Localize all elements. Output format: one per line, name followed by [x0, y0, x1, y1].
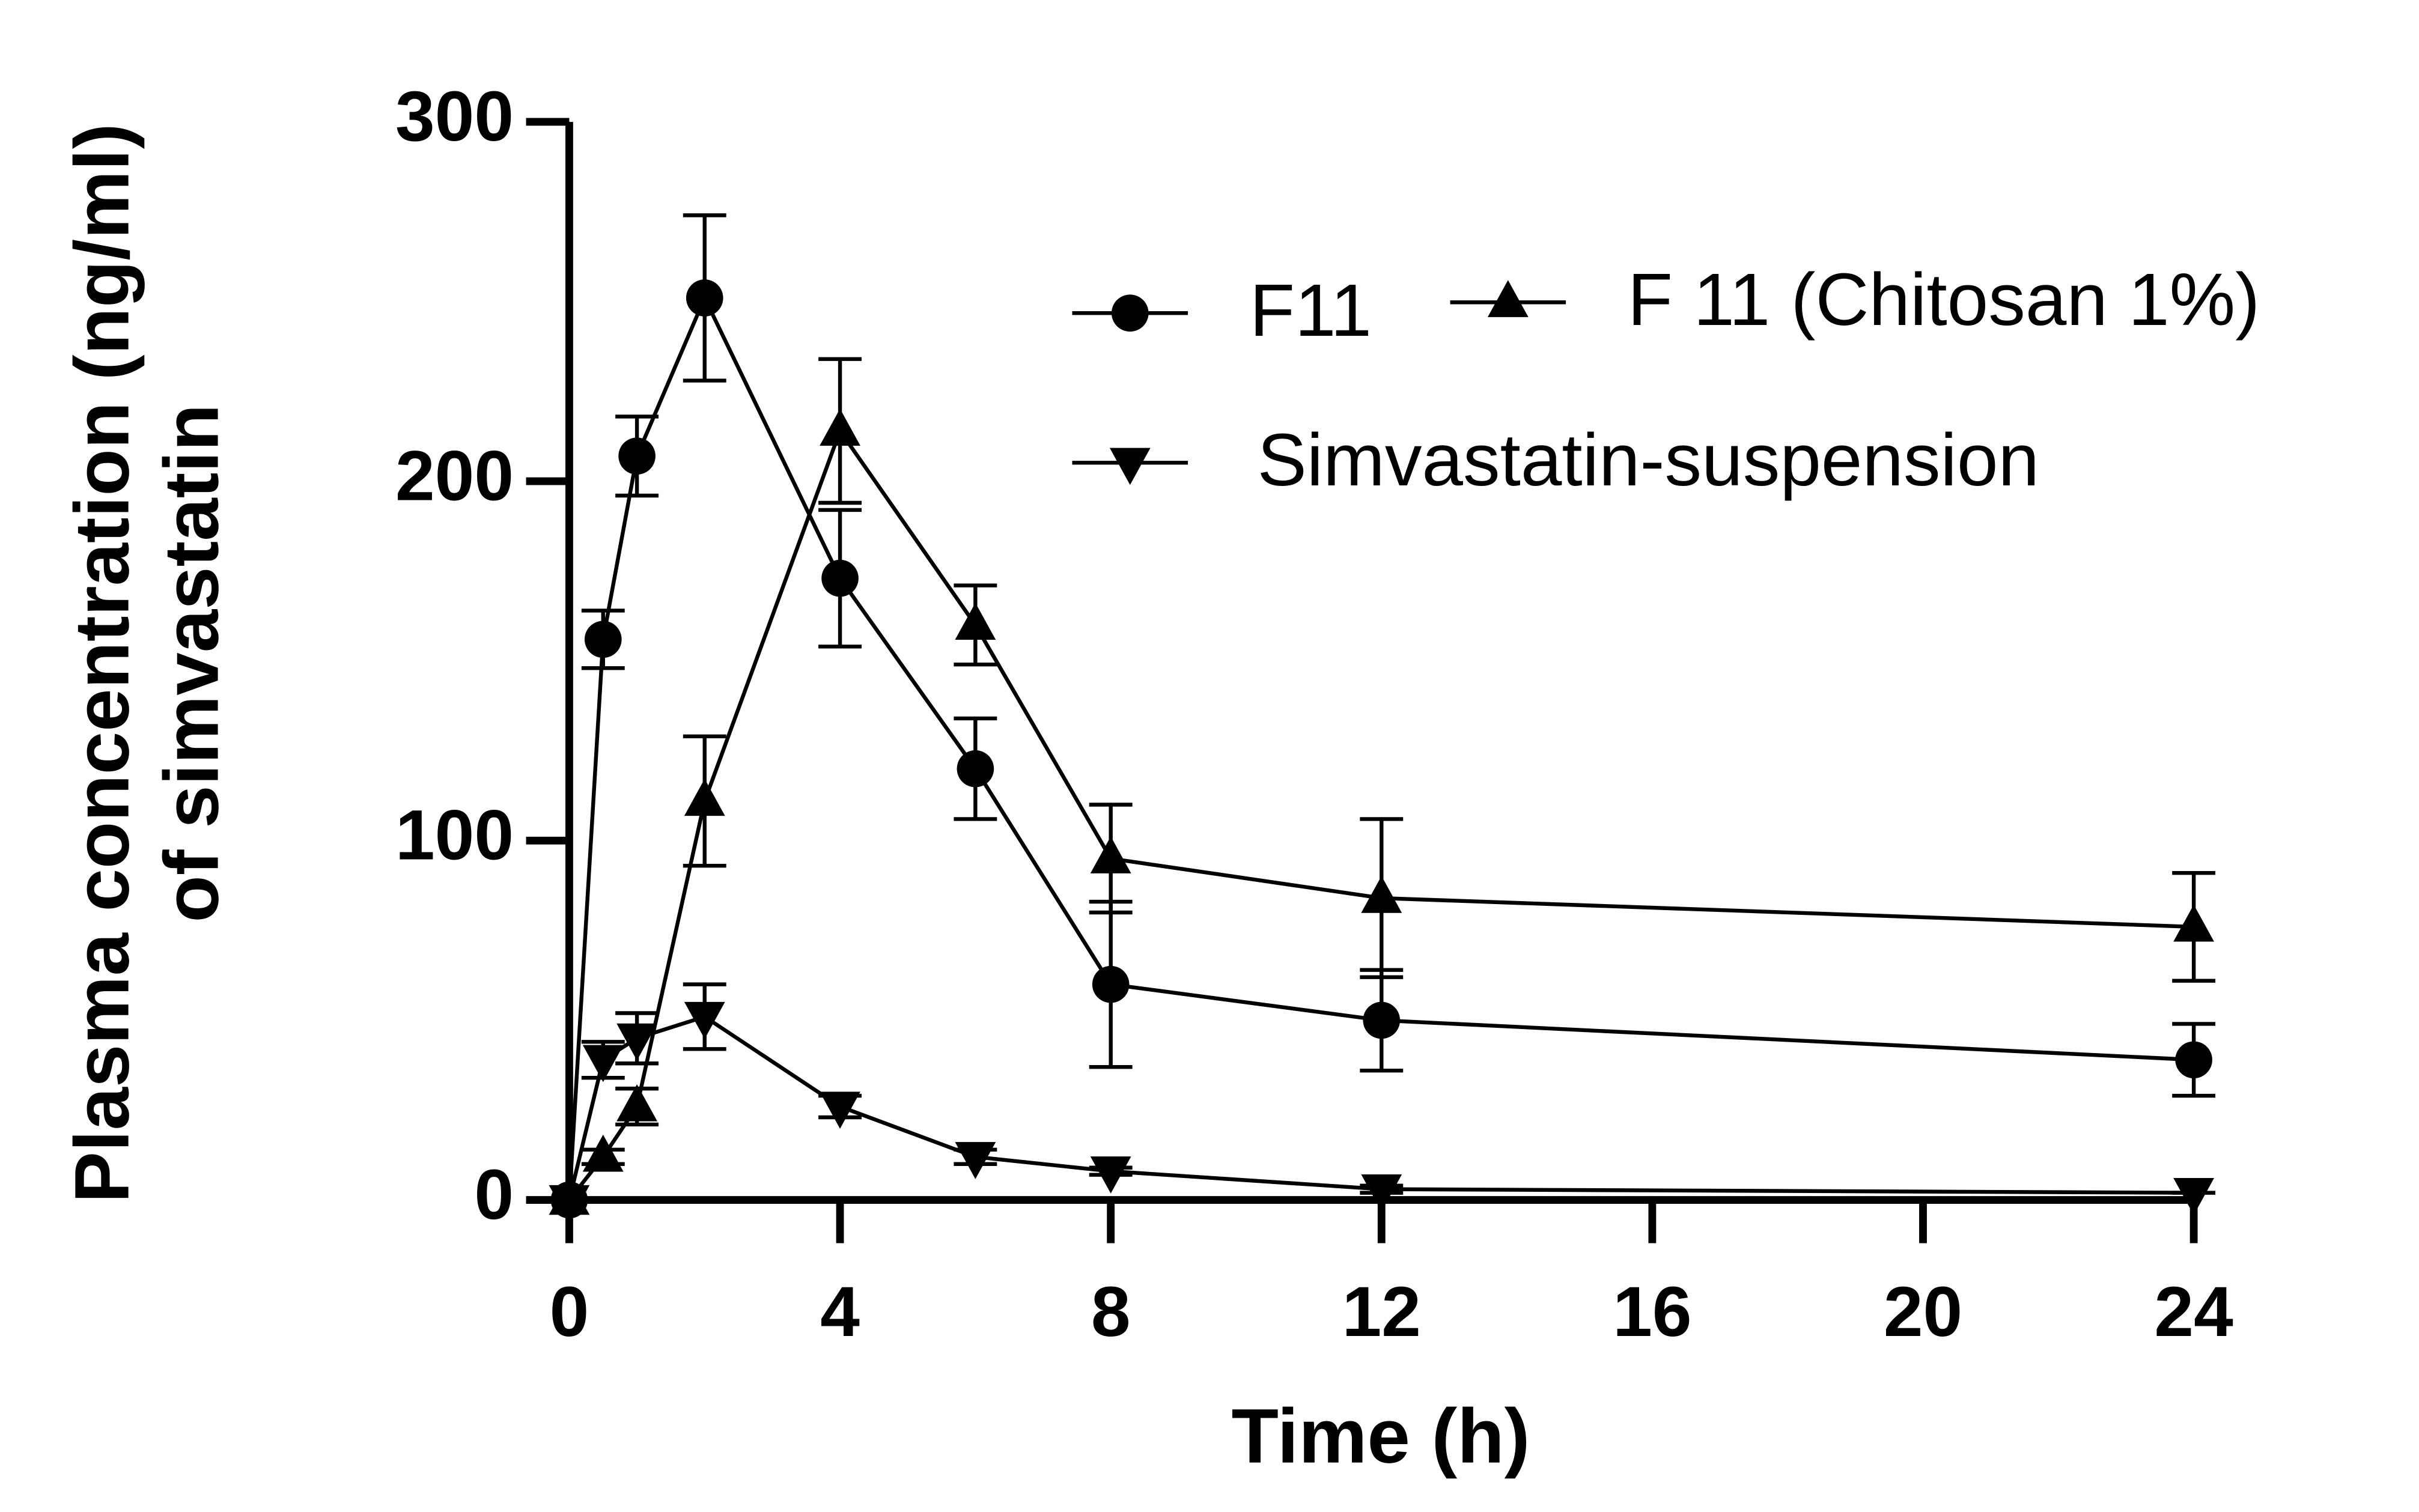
x-tick-label: 20	[1884, 1272, 1962, 1352]
data-point	[1361, 1174, 1402, 1212]
data-point	[1092, 965, 1130, 1003]
y-tick-label: 100	[395, 796, 514, 875]
x-tick-label: 12	[1342, 1272, 1421, 1352]
legend-label: Simvastatin-suspension	[1258, 419, 2039, 502]
series-line	[567, 427, 2194, 1201]
data-point	[684, 779, 725, 816]
y-tick-label: 200	[395, 436, 514, 515]
data-point	[820, 1091, 860, 1129]
data-point	[684, 1001, 725, 1039]
legend-marker	[1109, 448, 1151, 485]
y-axis-label: Plasma concentration (ng/ml)	[59, 123, 145, 1203]
y-axis-label: of simvastatin	[149, 404, 235, 923]
x-tick-label: 0	[550, 1272, 589, 1352]
data-point	[957, 750, 994, 788]
data-point	[1361, 876, 1402, 913]
data-point	[584, 621, 622, 658]
data-point	[616, 1084, 657, 1122]
data-point	[549, 1185, 590, 1222]
legend-label: F11	[1250, 269, 1372, 352]
data-point	[2173, 904, 2215, 942]
data-point	[582, 1045, 624, 1082]
data-point	[2175, 1041, 2212, 1079]
x-tick-label: 24	[2154, 1272, 2233, 1352]
data-point	[1090, 836, 1131, 873]
data-point	[2173, 1177, 2215, 1215]
x-tick-label: 16	[1613, 1272, 1691, 1352]
data-point	[616, 1023, 657, 1061]
data-point	[955, 603, 996, 640]
data-point	[1363, 1001, 1401, 1039]
x-axis-label: Time (h)	[1232, 1394, 1530, 1480]
x-tick-label: 8	[1091, 1272, 1131, 1352]
y-tick-label: 0	[474, 1155, 514, 1234]
data-point	[820, 408, 860, 446]
x-tick-label: 4	[820, 1272, 860, 1352]
legend-label: F 11 (Chitosan 1%)	[1628, 258, 2260, 341]
data-point	[955, 1142, 996, 1179]
data-point	[1090, 1156, 1131, 1194]
legend-marker	[1111, 294, 1149, 332]
data-point	[821, 559, 859, 597]
y-tick-label: 300	[395, 77, 514, 156]
legend-marker	[1487, 280, 1529, 317]
data-point	[686, 279, 723, 317]
data-point	[618, 437, 656, 475]
data-point	[582, 1134, 624, 1172]
